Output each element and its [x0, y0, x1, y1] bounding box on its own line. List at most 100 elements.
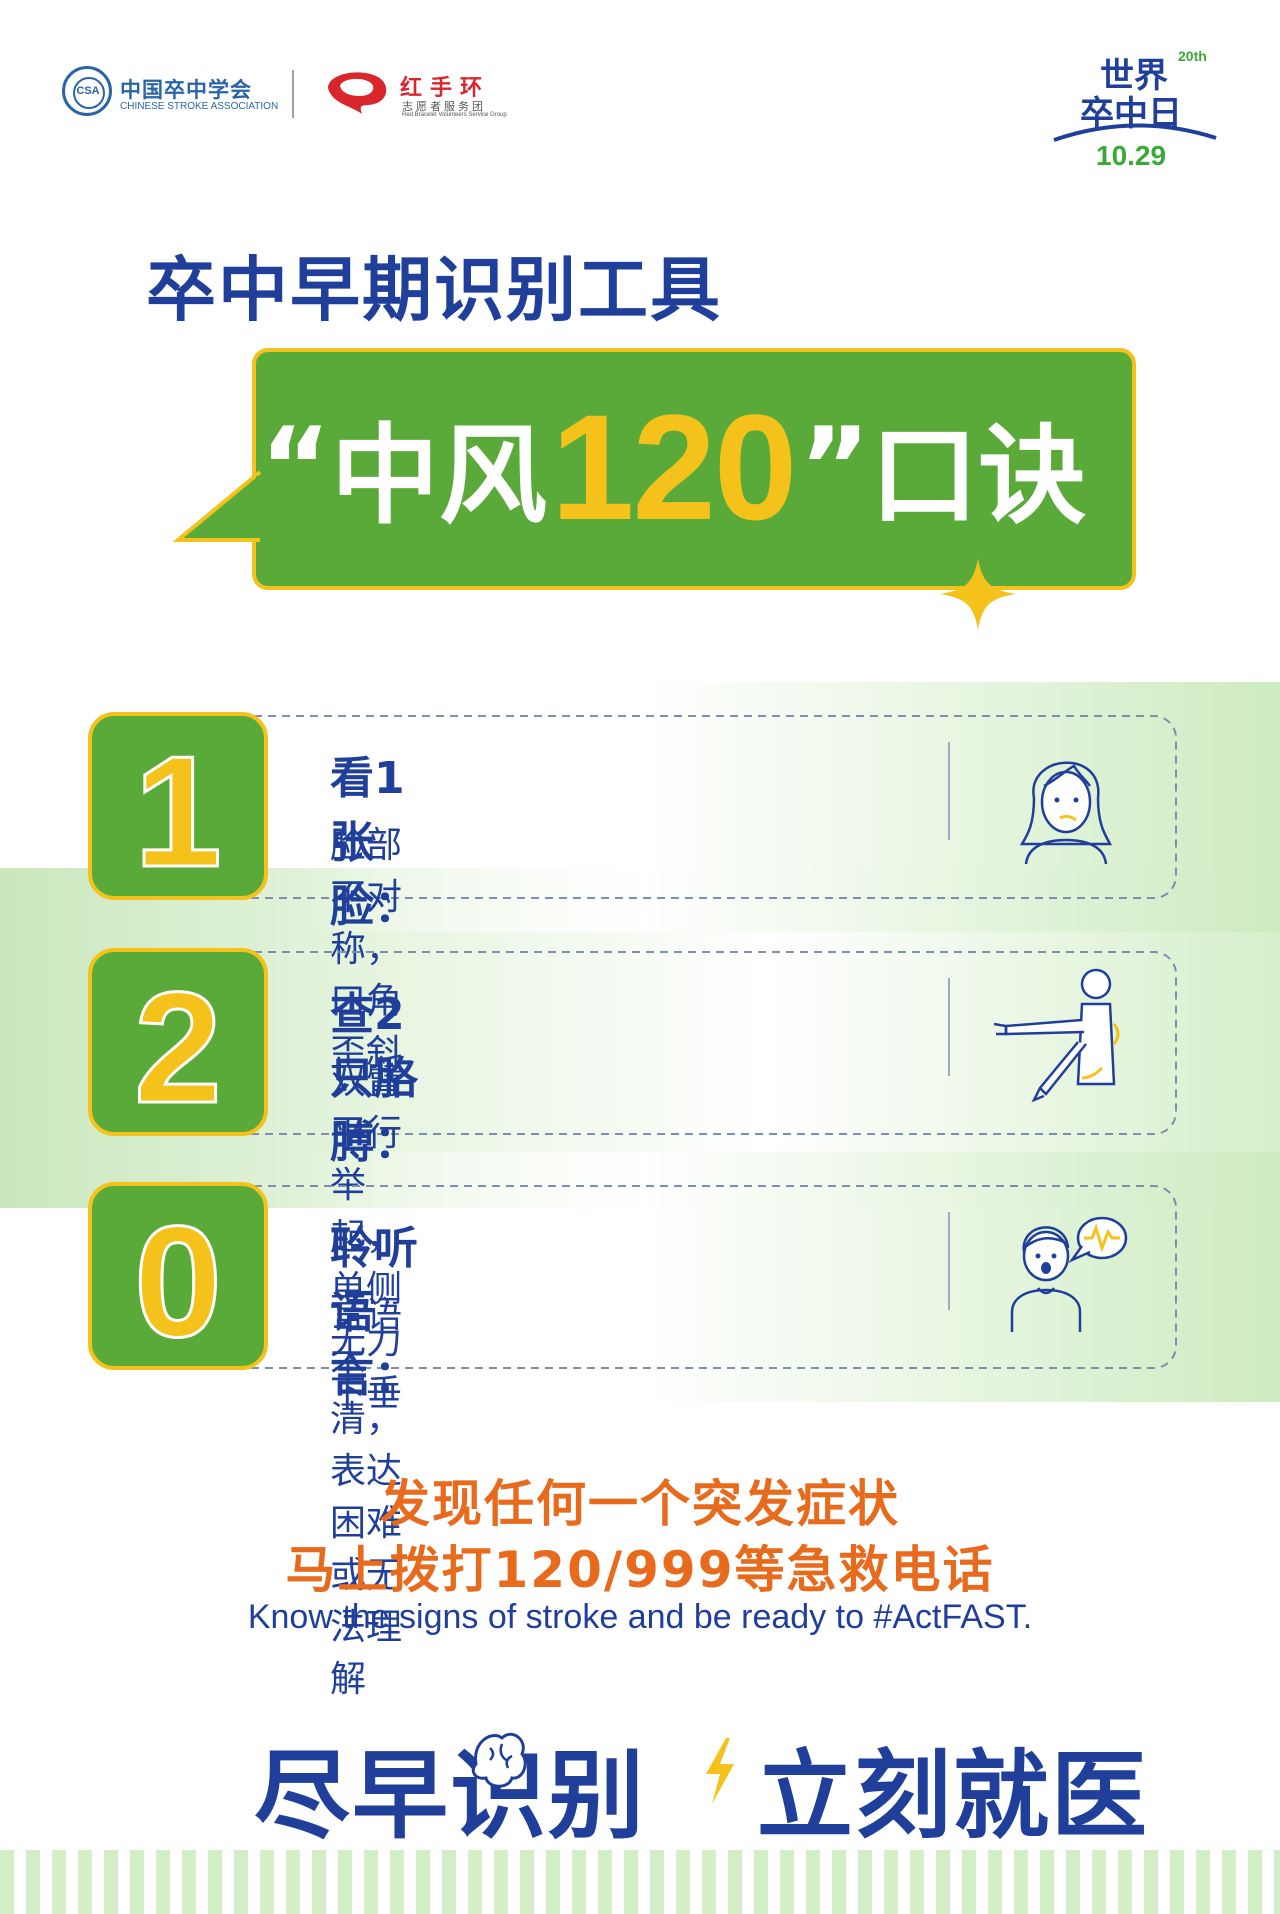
step-1-desc: 脸部不对称，口角歪斜 [330, 825, 403, 1074]
stripe [1196, 1850, 1210, 1914]
stripe [1040, 1850, 1054, 1914]
stripe [494, 1850, 508, 1914]
wsd-edition: 20th [1178, 48, 1207, 64]
stripe [234, 1850, 248, 1914]
banner-text: “ 中风 120 ” 口诀 [260, 383, 1087, 551]
bg-band-top [300, 682, 1280, 932]
red-hand-sub-en: Red Bracelet Volunteers Service Group [402, 112, 507, 118]
stripe [546, 1850, 560, 1914]
face-icon [1019, 761, 1113, 864]
slogan-part1: 尽早识别 [254, 1740, 646, 1852]
slogan: 尽早识别 立刻就医 [254, 1718, 1149, 1857]
stripe [260, 1850, 274, 1914]
stripe [442, 1850, 456, 1914]
stripe [78, 1850, 92, 1914]
red-hand-name-cn: 红手环 [400, 76, 491, 101]
warning-line2: 马上拨打120/999等急救电话 [285, 1541, 995, 1599]
stripe [1066, 1850, 1080, 1914]
step-3-title: 聆听语言： [330, 1223, 418, 1402]
arms-icon [993, 968, 1120, 1103]
stripe [624, 1850, 638, 1914]
stripe [936, 1850, 950, 1914]
red-hand-sub-cn: 志愿者服务团 [402, 100, 486, 113]
brain-icon [471, 1732, 527, 1788]
wsd-date: 10.29 [1096, 140, 1167, 171]
stripe [1092, 1850, 1106, 1914]
banner-open-quote: “ [260, 404, 331, 530]
step-1-divider [948, 742, 950, 840]
warning-line1: 发现任何一个突发症状 [380, 1475, 900, 1533]
stripe [156, 1850, 170, 1914]
lightning-icon [706, 1738, 734, 1804]
stripe [26, 1850, 40, 1914]
csa-name-en: CHINESE STROKE ASSOCIATION [120, 101, 279, 112]
csa-logo: CSA [62, 66, 112, 116]
stripe [728, 1850, 742, 1914]
step-2-divider [948, 978, 950, 1076]
stripe [832, 1850, 846, 1914]
step-2-title: 查2只胳膊： [330, 989, 418, 1168]
banner-close-quote: ” [799, 404, 871, 530]
stripe [1144, 1850, 1158, 1914]
stripe [572, 1850, 586, 1914]
csa-name-cn: 中国卒中学会 [120, 78, 252, 102]
stripe [0, 1850, 14, 1914]
stripe [52, 1850, 66, 1914]
step-3-desc: 言语不清，表达困难或无法理解 [330, 1295, 403, 1700]
stripe [468, 1850, 482, 1914]
speech-icon [1010, 1216, 1128, 1332]
red-hand-logo [328, 72, 387, 114]
stripe [130, 1850, 144, 1914]
banner-bubble [172, 348, 1136, 630]
stripe [910, 1850, 924, 1914]
wsd-swoosh [1053, 123, 1217, 142]
stripe [676, 1850, 690, 1914]
stripe [806, 1850, 820, 1914]
banner-main: 中风 [330, 414, 547, 539]
bottom-stripes [0, 1850, 1280, 1914]
stripe [1248, 1850, 1262, 1914]
stripe [364, 1850, 378, 1914]
stripe [962, 1850, 976, 1914]
stripe [1118, 1850, 1132, 1914]
stripe [104, 1850, 118, 1914]
bg-band-bottom [300, 1152, 1280, 1402]
wsd-line1: 世界 [1100, 56, 1168, 96]
csa-emblem-text: CSA [76, 85, 100, 97]
stripe [1170, 1850, 1184, 1914]
step-1-digit: 1 [133, 723, 224, 902]
stripe [754, 1850, 768, 1914]
stripe [780, 1850, 794, 1914]
page-title: 卒中早期识别工具 [146, 249, 722, 331]
stripe [520, 1850, 534, 1914]
step-3-divider [948, 1212, 950, 1310]
english-tagline: Know the signs of stroke and be ready to… [247, 1598, 1033, 1636]
step-2-digit: 2 [133, 959, 224, 1138]
stripe [650, 1850, 664, 1914]
stripe [1274, 1850, 1280, 1914]
logo-divider [292, 70, 294, 118]
stripe [1014, 1850, 1028, 1914]
stripe [858, 1850, 872, 1914]
stripe [182, 1850, 196, 1914]
banner-tail: 口诀 [870, 414, 1087, 539]
stripe [598, 1850, 612, 1914]
stripe [286, 1850, 300, 1914]
stripe [988, 1850, 1002, 1914]
step-3-badge: 0 [88, 1182, 268, 1372]
stripe [312, 1850, 326, 1914]
stripe [208, 1850, 222, 1914]
stripe [702, 1850, 716, 1914]
banner-number: 120 [551, 382, 797, 551]
step-1-badge: 1 [88, 712, 268, 902]
stripe [884, 1850, 898, 1914]
stripe [390, 1850, 404, 1914]
step-3-digit: 0 [133, 1193, 224, 1372]
step-2-badge: 2 [88, 948, 268, 1138]
step-1-title: 看1张脸： [330, 753, 418, 932]
step-2-desc: 双臂平行举起，单侧无力下垂 [330, 1061, 403, 1414]
stripe [416, 1850, 430, 1914]
stripe [1222, 1850, 1236, 1914]
slogan-part2: 立刻就医 [756, 1740, 1149, 1852]
